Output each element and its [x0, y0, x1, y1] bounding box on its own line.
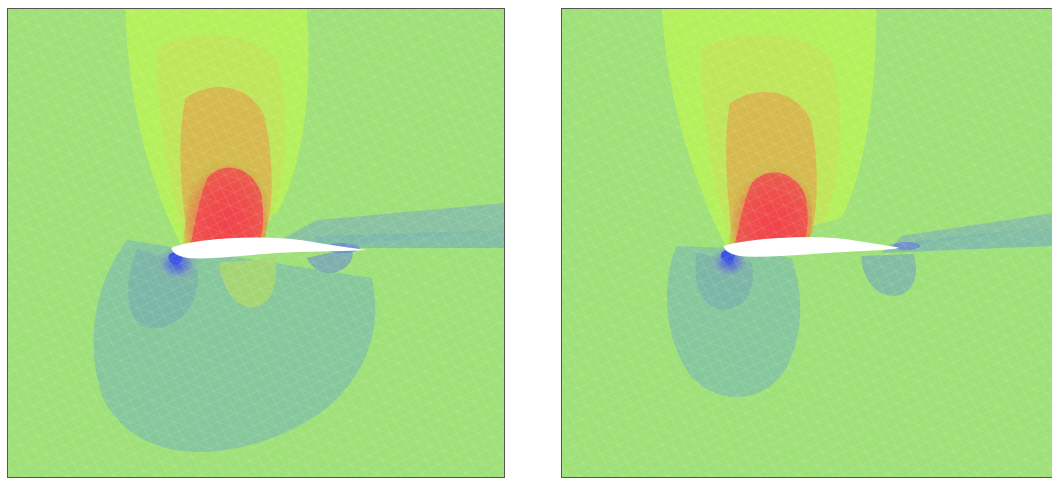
contour-plot-right	[562, 9, 1052, 477]
contour-panel-right	[561, 8, 1052, 478]
contour-panel-left	[7, 8, 505, 478]
contour-plot-left	[8, 9, 504, 477]
mesh-overlay	[562, 9, 1052, 477]
mesh-overlay	[8, 9, 504, 477]
